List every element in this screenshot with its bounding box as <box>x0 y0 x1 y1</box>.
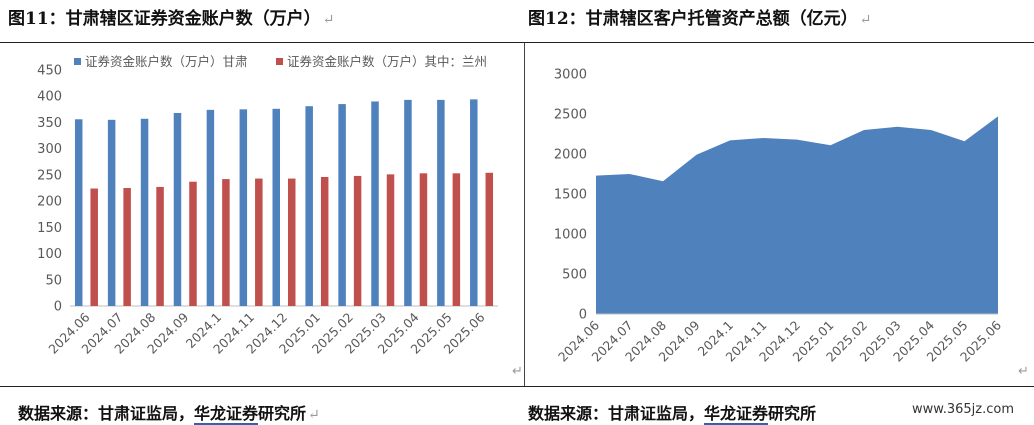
bar <box>255 178 263 306</box>
watermark: www.365jz.com <box>912 402 1014 417</box>
bar <box>452 173 461 306</box>
right-figure-title: 图12：甘肃辖区客户托管资产总额（亿元） ↵ <box>528 4 871 29</box>
y-tick-label: 100 <box>37 247 62 262</box>
y-tick-label: 50 <box>45 273 62 288</box>
bar <box>485 172 494 306</box>
y-tick-label: 3000 <box>554 68 587 83</box>
source-prefix: 数据来源：甘肃证监局， <box>18 404 195 423</box>
y-tick-label: 300 <box>37 142 62 157</box>
bar <box>353 175 362 306</box>
return-mark: ↵ <box>322 12 335 28</box>
bar <box>272 108 280 306</box>
bar <box>239 109 248 306</box>
bar <box>320 176 329 306</box>
right-figure-title-text: 图12：甘肃辖区客户托管资产总额（亿元） <box>528 9 858 29</box>
source-underlined: 华龙证券 <box>704 404 769 425</box>
return-mark: ↵ <box>859 12 872 28</box>
y-tick-label: 1000 <box>554 228 587 243</box>
legend-label: 证券资金账户数（万户）甘肃 <box>85 54 248 69</box>
bar <box>470 99 478 306</box>
bar <box>437 99 445 306</box>
source-suffix: 研究所 <box>258 404 307 423</box>
bar <box>107 119 116 306</box>
source-suffix: 研究所 <box>768 404 817 423</box>
bar <box>123 188 131 306</box>
y-tick-label: 2500 <box>554 108 587 123</box>
left-bar-chart: 0501001502002503003504004502024.062024.0… <box>37 54 498 357</box>
y-tick-label: 0 <box>54 300 62 315</box>
left-figure-title-text: 图11：甘肃辖区证券资金账户数（万户） <box>8 9 321 29</box>
left-source-note: 数据来源：甘肃证监局，华龙证券研究所 ↵ <box>18 400 320 425</box>
bar <box>74 119 83 306</box>
legend-swatch <box>74 58 81 65</box>
bar <box>371 101 379 306</box>
y-tick-label: 350 <box>37 116 62 131</box>
bar <box>338 104 346 306</box>
return-mark: ↵ <box>308 407 320 423</box>
source-underlined: 华龙证券 <box>194 404 259 425</box>
return-mark: ↵ <box>1018 364 1029 379</box>
bottom-rule <box>0 386 1034 387</box>
left-figure-title: 图11：甘肃辖区证券资金账户数（万户） ↵ <box>8 4 334 29</box>
y-tick-label: 0 <box>579 308 587 323</box>
return-mark: ↵ <box>512 364 523 379</box>
area-series <box>596 116 998 315</box>
y-tick-label: 400 <box>37 90 62 105</box>
bar <box>90 188 98 306</box>
y-tick-label: 250 <box>37 168 62 183</box>
right-source-note: 数据来源：甘肃证监局，华龙证券研究所 <box>528 400 817 425</box>
bar <box>156 186 164 306</box>
bar <box>140 118 149 306</box>
legend-swatch <box>276 58 283 65</box>
top-rule <box>0 42 1034 43</box>
panel-divider <box>524 43 525 386</box>
bar <box>419 173 428 306</box>
bar <box>288 178 296 306</box>
y-tick-label: 2000 <box>554 148 587 163</box>
legend-label: 证券资金账户数（万户）其中：兰州 <box>287 54 487 69</box>
y-tick-label: 200 <box>37 195 62 210</box>
y-tick-label: 500 <box>562 268 587 283</box>
bar <box>189 181 197 306</box>
bar <box>206 109 215 306</box>
bar <box>305 106 313 306</box>
bar <box>386 174 395 306</box>
y-tick-label: 150 <box>37 221 62 236</box>
bar <box>173 113 182 306</box>
right-area-chart: 0500100015002000250030002024.062024.0720… <box>554 68 1004 365</box>
bar <box>404 99 412 306</box>
source-prefix: 数据来源：甘肃证监局， <box>528 404 705 423</box>
bar <box>222 179 230 306</box>
y-tick-label: 1500 <box>554 188 587 203</box>
y-tick-label: 450 <box>37 64 62 79</box>
